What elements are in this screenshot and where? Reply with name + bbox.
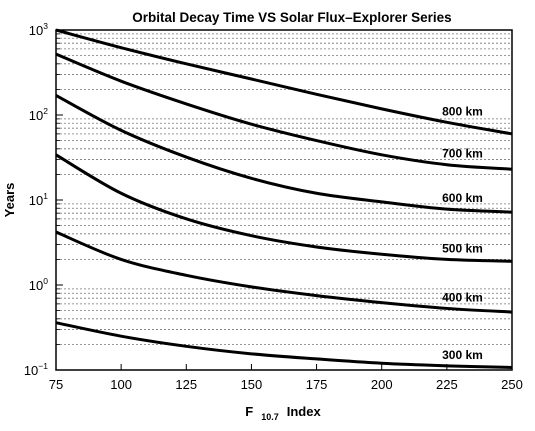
x-tick-label: 250 [501, 377, 523, 392]
y-tick-label: 101 [29, 191, 48, 208]
series-label: 400 km [442, 290, 483, 304]
series-line [55, 153, 513, 263]
x-tick-label: 175 [306, 377, 328, 392]
series-label: 800 km [442, 104, 483, 118]
x-axis-label-suffix: Index [287, 404, 322, 419]
series-line [55, 28, 513, 136]
series-label: 600 km [442, 191, 483, 205]
y-tick-label: 100 [29, 276, 48, 293]
series-label: 500 km [442, 241, 483, 255]
y-tick-label: 10−1 [24, 361, 48, 378]
x-axis-label-main: F [245, 404, 253, 419]
series-line [55, 94, 513, 214]
x-tick-label: 200 [371, 377, 393, 392]
series-line [55, 230, 513, 314]
series-group: 800 km 700 km 600 km 500 km 400 km 300 km [55, 28, 513, 369]
x-tick-label: 225 [436, 377, 458, 392]
series-label: 300 km [442, 348, 483, 362]
y-axis-ticks: 103 102 101 100 10−1 [24, 21, 63, 378]
series-label: 700 km [442, 147, 483, 161]
x-tick-label: 100 [110, 377, 132, 392]
chart-title: Orbital Decay Time VS Solar Flux–Explore… [132, 10, 451, 25]
y-axis-label: Years [2, 183, 17, 218]
x-tick-label: 150 [241, 377, 263, 392]
x-tick-label: 75 [49, 377, 63, 392]
grid [56, 33, 512, 345]
x-axis-label: F 10.7 Index [245, 403, 321, 424]
y-tick-label: 102 [29, 106, 48, 123]
x-axis-ticks: 75 100 125 150 175 200 225 250 [49, 364, 523, 392]
series-line [55, 321, 513, 369]
x-axis-label-subscript: 10.7 [261, 412, 279, 422]
x-tick-label: 125 [175, 377, 197, 392]
y-tick-label: 103 [29, 21, 48, 38]
series-line [55, 52, 513, 171]
